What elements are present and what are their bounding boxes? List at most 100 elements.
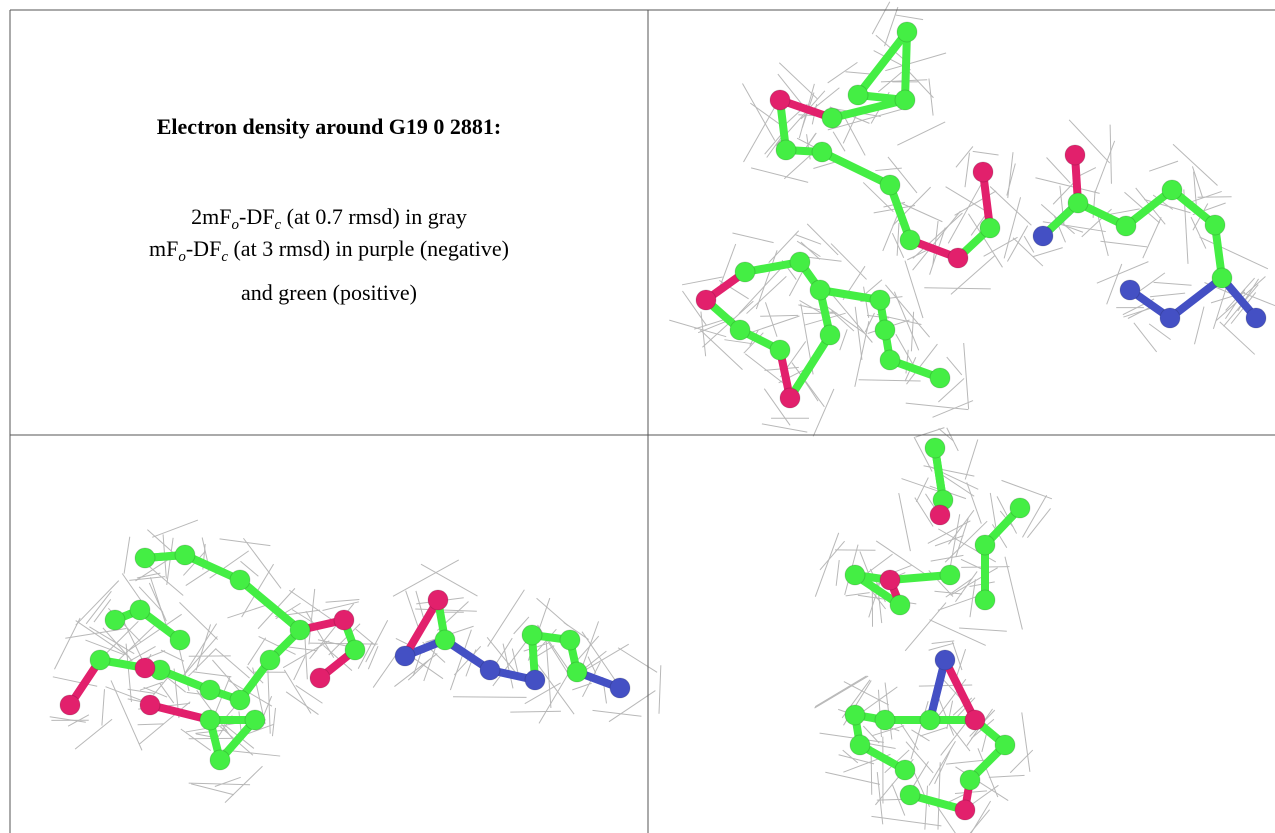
atom xyxy=(776,140,796,160)
mesh-line xyxy=(310,643,378,644)
mesh-line xyxy=(897,223,899,256)
atom xyxy=(973,162,993,182)
subscript: o xyxy=(178,249,186,265)
atom xyxy=(290,620,310,640)
mesh-line xyxy=(756,250,777,309)
atom xyxy=(920,710,940,730)
atom xyxy=(1068,193,1088,213)
atom xyxy=(770,90,790,110)
atom xyxy=(790,252,810,272)
atom xyxy=(1033,226,1053,246)
mesh-line xyxy=(1154,282,1192,285)
atom xyxy=(170,630,190,650)
mesh-line xyxy=(191,784,234,795)
atom xyxy=(845,705,865,725)
atom xyxy=(1116,216,1136,236)
mesh-line xyxy=(546,640,551,708)
mesh-line xyxy=(416,591,424,619)
mesh-line xyxy=(964,343,969,409)
atom xyxy=(1246,308,1266,328)
atom xyxy=(310,668,330,688)
mesh-line xyxy=(947,357,962,375)
mesh-line xyxy=(1007,226,1027,262)
atom xyxy=(875,710,895,730)
atom xyxy=(880,350,900,370)
mesh-line xyxy=(846,593,870,596)
atom xyxy=(980,218,1000,238)
mesh-line xyxy=(216,649,250,678)
mesh-line xyxy=(1149,161,1178,171)
mesh-line xyxy=(732,233,773,243)
atom xyxy=(1205,215,1225,235)
text-segment: 2mF xyxy=(191,204,231,229)
atom xyxy=(130,600,150,620)
mesh-line xyxy=(760,315,798,316)
mesh-line xyxy=(959,628,1007,631)
atoms xyxy=(60,22,1266,820)
text-segment: mF xyxy=(149,236,178,261)
mesh-line xyxy=(268,664,271,734)
mesh-line xyxy=(947,428,958,451)
atom xyxy=(880,175,900,195)
atom xyxy=(935,650,955,670)
mesh-line xyxy=(152,520,198,537)
mesh-line xyxy=(919,685,972,686)
mesh-line xyxy=(1022,712,1030,771)
mesh-line xyxy=(272,708,275,736)
atom xyxy=(930,505,950,525)
subscript: o xyxy=(232,217,240,233)
mesh-line xyxy=(932,641,955,644)
mesh-line xyxy=(1033,248,1063,257)
mesh-line xyxy=(929,643,954,650)
mesh-line xyxy=(510,711,561,712)
mesh-line xyxy=(915,428,944,437)
atom xyxy=(230,570,250,590)
mesh-line xyxy=(948,184,981,243)
bond xyxy=(822,152,890,185)
mesh-line xyxy=(326,599,360,602)
mesh-line xyxy=(421,564,478,596)
mesh-line xyxy=(1095,141,1114,192)
mesh-line xyxy=(659,665,661,713)
atom xyxy=(135,658,155,678)
atom xyxy=(948,248,968,268)
atom xyxy=(812,142,832,162)
atom xyxy=(560,630,580,650)
mesh-line xyxy=(323,602,359,611)
atom xyxy=(900,785,920,805)
atom xyxy=(848,85,868,105)
atom xyxy=(890,595,910,615)
mesh-line xyxy=(840,329,847,350)
mesh-line xyxy=(751,168,808,182)
mesh-line xyxy=(1173,144,1218,185)
mesh-line xyxy=(765,302,777,336)
mesh-line xyxy=(102,689,105,725)
mesh-line xyxy=(1191,217,1206,249)
atom xyxy=(210,750,230,770)
mesh-line xyxy=(815,676,866,707)
mesh-line xyxy=(75,719,112,749)
mesh-line xyxy=(744,107,775,162)
atom xyxy=(435,630,455,650)
text-line: mFo-DFc (at 3 rmsd) in purple (negative) xyxy=(10,236,648,266)
atom xyxy=(105,610,125,630)
mesh-line xyxy=(1107,264,1122,304)
atom xyxy=(940,565,960,585)
atom xyxy=(900,230,920,250)
atom xyxy=(975,590,995,610)
mesh-line xyxy=(373,654,396,688)
cell-title: Electron density around G19 0 2881: xyxy=(10,114,648,140)
mesh-line xyxy=(188,648,216,676)
mesh-line xyxy=(593,710,642,716)
atom xyxy=(610,678,630,698)
mesh-line xyxy=(1100,241,1147,247)
atom xyxy=(780,388,800,408)
mesh-line xyxy=(855,307,862,360)
atom xyxy=(810,280,830,300)
mesh-line xyxy=(54,618,80,669)
mesh-line xyxy=(820,541,845,570)
atom xyxy=(1120,280,1140,300)
mesh-line xyxy=(916,478,928,502)
mesh-line xyxy=(899,493,911,551)
mesh-line xyxy=(286,692,318,715)
